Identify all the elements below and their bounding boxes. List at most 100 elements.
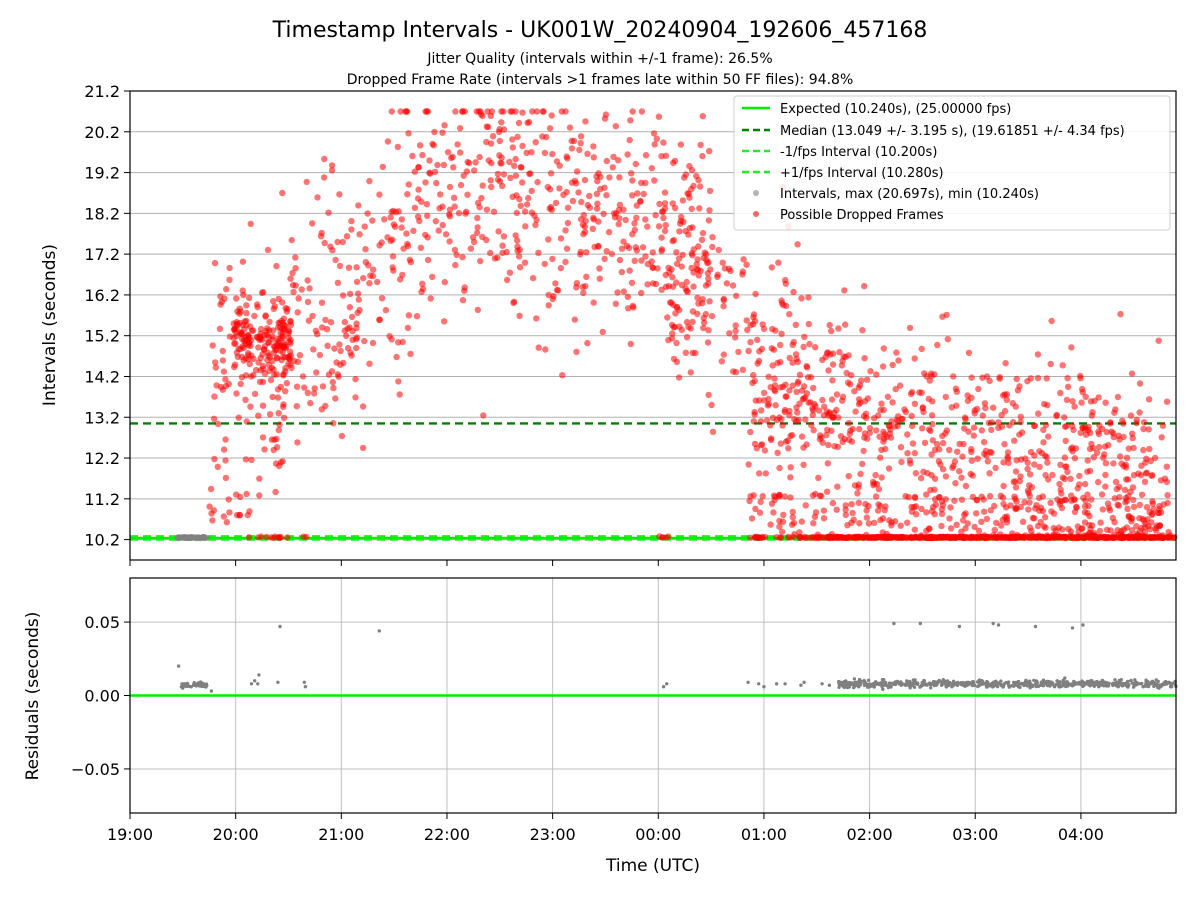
dropped-frame-point — [400, 245, 407, 252]
residual-point — [1129, 678, 1133, 683]
dropped-frame-point — [879, 363, 887, 370]
dropped-frame-point — [824, 460, 831, 467]
dropped-frame-point — [789, 533, 797, 541]
dropped-frame-points — [206, 108, 1178, 542]
dropped-frame-point — [685, 323, 692, 330]
dropped-frame-point — [970, 424, 978, 431]
dropped-frame-point — [842, 502, 849, 509]
dropped-frame-point — [348, 313, 356, 321]
residual-point — [827, 683, 832, 687]
dropped-frame-point — [694, 266, 701, 274]
dropped-frame-point — [218, 298, 225, 305]
dropped-frame-point — [282, 388, 289, 395]
dropped-frame-point — [638, 257, 645, 264]
dropped-frame-point — [610, 210, 618, 217]
dropped-frame-point — [506, 269, 514, 276]
dropped-frame-point — [534, 178, 541, 186]
dropped-frame-point — [1149, 472, 1156, 479]
dropped-frame-point — [1163, 463, 1171, 470]
dropped-frame-point — [1121, 486, 1129, 494]
dropped-frame-point — [253, 333, 260, 341]
dropped-frame-point — [456, 125, 464, 132]
dropped-frame-point — [1130, 503, 1138, 511]
dropped-frame-point — [801, 533, 808, 540]
dropped-frame-point — [599, 328, 606, 336]
dropped-frame-point — [866, 425, 874, 432]
dropped-frame-point — [883, 433, 890, 440]
residual-point — [880, 678, 885, 682]
dropped-frame-point — [807, 534, 814, 541]
dropped-frame-point — [1103, 428, 1110, 436]
dropped-frame-point — [1142, 470, 1150, 477]
dropped-frame-point — [279, 189, 286, 197]
dropped-frame-point — [908, 412, 915, 420]
dropped-frame-point — [1002, 360, 1009, 367]
dropped-frame-point — [369, 339, 377, 347]
x-tick-label: 00:00 — [635, 825, 681, 844]
dropped-frame-point — [829, 414, 836, 421]
dropped-frame-point — [947, 504, 954, 511]
dropped-frame-point — [398, 216, 405, 223]
dropped-frame-point — [562, 227, 569, 234]
dropped-frame-point — [1024, 487, 1032, 494]
dropped-frame-point — [414, 213, 422, 220]
dropped-frame-point — [213, 382, 220, 389]
dropped-frame-point — [282, 364, 289, 372]
dropped-frame-point — [304, 277, 311, 284]
dropped-frame-point — [677, 141, 685, 148]
dropped-frame-point — [919, 425, 926, 432]
dropped-frame-point — [292, 265, 299, 272]
dropped-frame-point — [525, 194, 532, 202]
dropped-frame-point — [936, 446, 943, 453]
dropped-frame-point — [792, 321, 799, 328]
dropped-frame-point — [1025, 506, 1032, 513]
dropped-frame-point — [954, 448, 961, 455]
dropped-frame-point — [1085, 502, 1092, 510]
dropped-frame-point — [242, 456, 250, 463]
dropped-frame-point — [312, 327, 320, 334]
dropped-frame-point — [245, 534, 253, 541]
dropped-frame-point — [677, 217, 685, 225]
dropped-frame-point — [1095, 430, 1103, 438]
dropped-frame-point — [697, 141, 704, 149]
dropped-frame-point — [1156, 502, 1163, 510]
dropped-frame-point — [209, 517, 216, 524]
dropped-frame-point — [708, 312, 716, 320]
dropped-frame-point — [336, 191, 343, 198]
dropped-frame-point — [231, 340, 238, 347]
dropped-frame-point — [485, 157, 492, 164]
dropped-frame-point — [1071, 455, 1079, 462]
dropped-frame-point — [557, 235, 565, 242]
dropped-frame-point — [550, 293, 557, 300]
dropped-frame-point — [1078, 399, 1085, 406]
dropped-frame-point — [257, 354, 264, 362]
dropped-frame-point — [960, 440, 967, 448]
dropped-frame-point — [911, 400, 919, 407]
intervals-tick-label-y: 10.2 — [84, 531, 120, 550]
dropped-frame-point — [757, 418, 765, 425]
dropped-frame-point — [996, 374, 1003, 381]
dropped-frame-point — [610, 153, 617, 161]
dropped-frame-point — [376, 191, 383, 198]
dropped-frame-point — [369, 272, 377, 280]
dropped-frame-point — [498, 119, 505, 126]
residual-point — [303, 685, 308, 689]
dropped-frame-point — [1019, 533, 1027, 541]
dropped-frame-point — [845, 534, 852, 541]
residual-point — [1112, 682, 1116, 686]
dropped-frame-point — [1124, 505, 1131, 512]
dropped-frame-point — [928, 412, 936, 419]
dropped-frame-point — [1095, 478, 1102, 486]
dropped-frame-point — [937, 461, 944, 468]
dropped-frame-point — [931, 511, 938, 518]
dropped-frame-point — [516, 312, 523, 319]
dropped-frame-point — [1111, 409, 1118, 416]
dropped-frame-point — [652, 280, 660, 288]
dropped-frame-point — [951, 497, 958, 504]
dropped-frame-point — [270, 534, 277, 541]
interval-point — [180, 534, 187, 541]
dropped-frame-point — [441, 278, 448, 286]
dropped-frame-point — [806, 340, 813, 348]
dropped-frame-point — [318, 299, 326, 306]
dropped-frame-point — [988, 426, 995, 434]
